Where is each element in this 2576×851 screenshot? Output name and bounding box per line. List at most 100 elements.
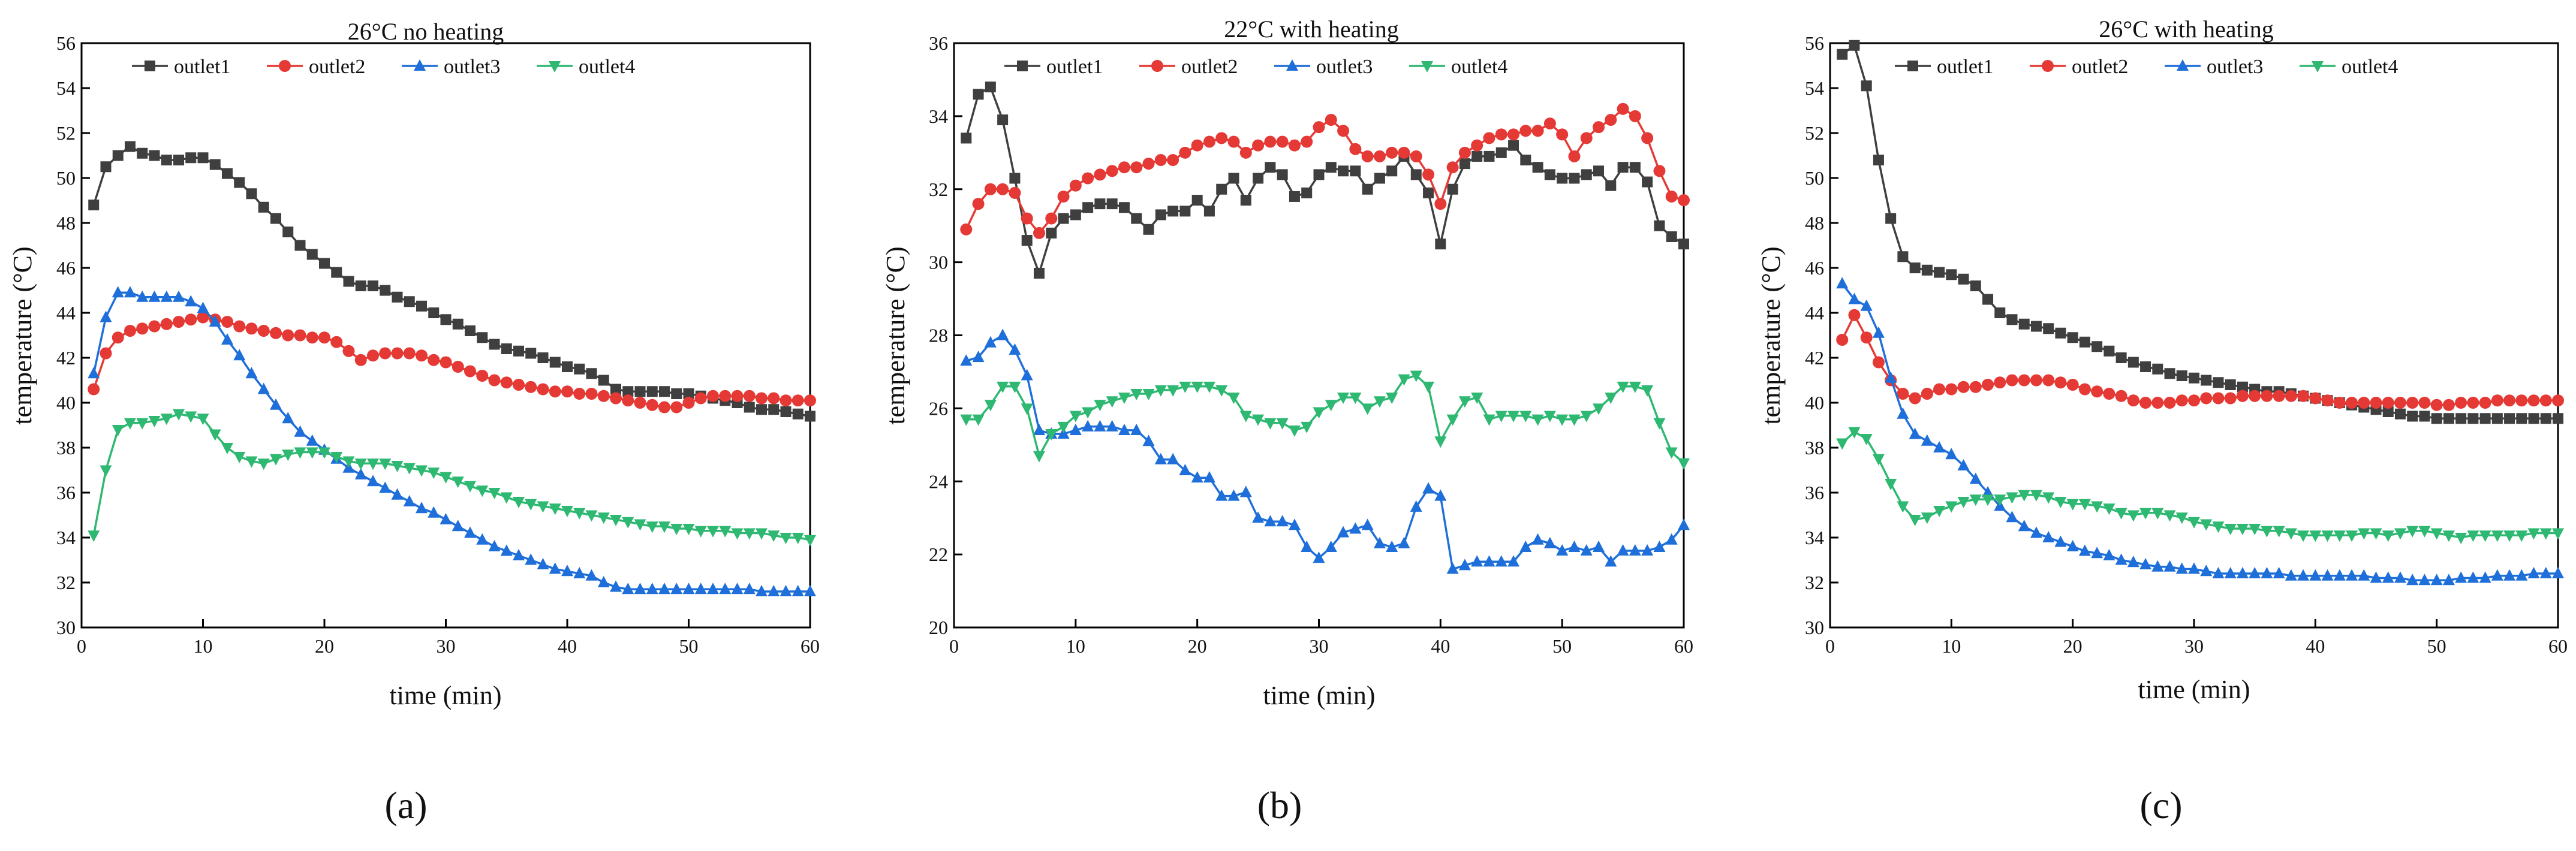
series-group-c <box>1836 40 2564 586</box>
data-point-outlet2 <box>707 390 719 402</box>
y-ticks-c: 30 32 34 36 38 40 42 44 46 48 50 52 54 56 <box>1805 32 1838 638</box>
data-point-outlet2 <box>513 379 525 391</box>
data-point-outlet1 <box>997 114 1009 125</box>
data-point-outlet4 <box>2455 533 2467 544</box>
data-point-outlet4 <box>416 465 428 477</box>
series-group-b <box>960 82 1690 574</box>
data-point-outlet1 <box>744 402 755 413</box>
data-point-outlet3 <box>1167 452 1179 464</box>
data-point-outlet1 <box>88 200 100 210</box>
y-tick-label: 32 <box>929 179 948 200</box>
data-point-outlet3 <box>1678 518 1690 530</box>
data-point-outlet3 <box>2212 567 2225 578</box>
legend-b: outlet1 outlet2 outlet3 outlet4 <box>1004 56 1507 78</box>
data-point-outlet3 <box>2163 560 2176 572</box>
y-tick-label: 34 <box>929 105 948 127</box>
data-point-outlet3 <box>1410 500 1422 512</box>
data-point-outlet2 <box>2418 397 2431 409</box>
data-point-outlet3 <box>2139 558 2152 569</box>
data-point-outlet1 <box>1240 195 1251 206</box>
data-point-outlet4 <box>2467 530 2479 542</box>
data-point-outlet1 <box>549 357 561 368</box>
data-point-outlet3 <box>136 290 149 302</box>
data-point-outlet1 <box>1094 198 1106 210</box>
data-point-outlet4 <box>1191 381 1203 393</box>
data-point-outlet3 <box>2297 569 2310 581</box>
data-point-outlet3 <box>2455 571 2467 583</box>
chart-title-c: 26°C with heating <box>2099 16 2274 43</box>
data-point-outlet1 <box>2394 408 2406 420</box>
data-point-outlet2 <box>1629 110 1641 122</box>
data-point-outlet3 <box>1021 369 1033 381</box>
data-point-outlet4 <box>2115 508 2127 520</box>
data-point-outlet1 <box>574 363 585 375</box>
data-point-outlet2 <box>1045 212 1058 225</box>
data-point-outlet1 <box>1447 183 1458 195</box>
data-point-outlet3 <box>1398 536 1410 548</box>
data-point-outlet3 <box>476 533 489 545</box>
data-point-outlet4 <box>1361 403 1374 415</box>
data-point-outlet2 <box>1982 379 1994 391</box>
data-point-outlet3 <box>428 506 440 518</box>
y-tick-label: 36 <box>56 482 76 503</box>
legend-marker-outlet2 <box>279 60 291 72</box>
data-point-outlet3 <box>1580 544 1593 556</box>
data-point-outlet1 <box>1593 165 1605 177</box>
data-point-outlet3 <box>2552 567 2564 578</box>
data-point-outlet2 <box>792 394 804 407</box>
data-point-outlet1 <box>294 240 306 251</box>
series-line-outlet4 <box>1841 430 2558 539</box>
data-point-outlet3 <box>1969 472 1982 484</box>
data-point-outlet4 <box>1167 385 1179 397</box>
data-point-outlet4 <box>549 503 561 515</box>
data-point-outlet2 <box>1434 198 1447 210</box>
data-point-outlet4 <box>2552 528 2564 540</box>
data-point-outlet2 <box>160 318 173 330</box>
data-point-outlet2 <box>2442 399 2455 411</box>
data-point-outlet4 <box>1094 400 1106 412</box>
data-point-outlet3 <box>209 315 221 327</box>
data-point-outlet1 <box>1179 206 1191 217</box>
data-point-outlet1 <box>1301 187 1313 198</box>
data-point-outlet2 <box>270 327 282 339</box>
data-point-outlet4 <box>318 447 330 459</box>
data-point-outlet1 <box>2018 318 2030 330</box>
data-point-outlet4 <box>1458 396 1471 408</box>
data-point-outlet3 <box>2127 556 2139 568</box>
data-point-outlet4 <box>2442 530 2455 542</box>
data-point-outlet2 <box>2078 383 2091 396</box>
data-point-outlet4 <box>670 524 683 535</box>
data-point-outlet2 <box>1179 146 1191 159</box>
data-point-outlet1 <box>1410 169 1422 180</box>
data-point-outlet2 <box>2394 397 2406 409</box>
data-point-outlet3 <box>2006 511 2018 523</box>
data-point-outlet4 <box>1434 436 1447 448</box>
data-point-outlet1 <box>2540 413 2551 424</box>
data-point-outlet4 <box>2321 530 2334 542</box>
data-point-outlet1 <box>634 386 646 397</box>
data-point-outlet4 <box>1495 411 1507 423</box>
data-point-outlet2 <box>2030 374 2042 387</box>
data-point-outlet3 <box>1154 452 1167 464</box>
data-point-outlet2 <box>1957 381 1970 393</box>
data-point-outlet4 <box>1179 381 1191 393</box>
data-point-outlet4 <box>2030 490 2042 502</box>
legend-marker-outlet2 <box>1151 60 1163 72</box>
data-point-outlet4 <box>221 443 233 454</box>
y-tick-label: 52 <box>1805 122 1824 144</box>
legend-label-outlet4: outlet4 <box>579 56 635 78</box>
data-point-outlet3 <box>112 286 124 298</box>
legend-label-outlet4: outlet4 <box>1451 56 1507 78</box>
data-point-outlet2 <box>1665 190 1678 203</box>
data-point-outlet2 <box>1191 139 1203 152</box>
data-point-outlet3 <box>2042 531 2055 542</box>
data-point-outlet2 <box>1276 135 1289 148</box>
data-point-outlet2 <box>452 361 464 373</box>
data-point-outlet1 <box>2006 314 2018 325</box>
data-point-outlet3 <box>1082 420 1094 431</box>
data-point-outlet2 <box>1933 383 1946 396</box>
data-point-outlet2 <box>1580 132 1593 144</box>
data-point-outlet4 <box>1519 411 1532 423</box>
legend-label-outlet3: outlet3 <box>444 56 500 78</box>
data-point-outlet4 <box>124 418 136 430</box>
